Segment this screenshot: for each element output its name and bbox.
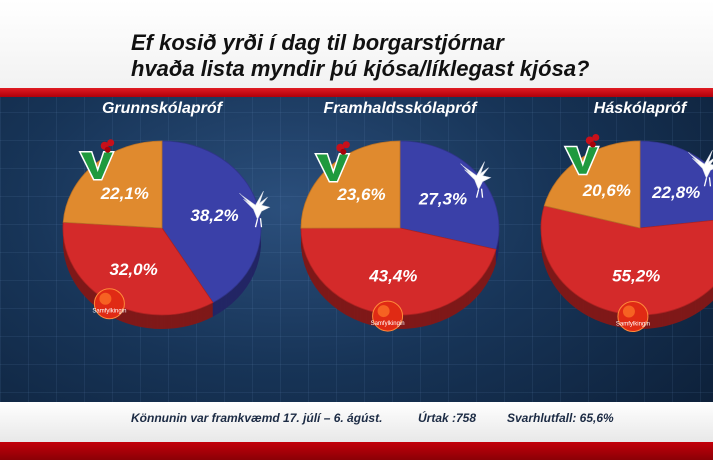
title-red-rule — [0, 88, 713, 97]
slice-label: 38,2% — [190, 206, 238, 225]
falcon-icon — [688, 150, 713, 187]
pie-chart-3: Háskólapróf 22,8% 55,2% 20,6% Samfylkingin — [540, 100, 713, 333]
footer-survey-dates: Könnunin var framkvæmd 17. júlí – 6. ágú… — [131, 411, 383, 425]
slice-label: 27,3% — [418, 190, 467, 209]
pie-chart-2: Framhaldsskólapróf 27,3% 43,4% 23,6% Samfylk… — [300, 100, 500, 332]
samfylkingin-logo-text: Samfylkingin — [616, 322, 650, 328]
pie-title: Grunnskólapróf — [102, 100, 224, 117]
slice-label: 22,8% — [651, 183, 700, 202]
title-line-2: hvaða lista myndir þú kjósa/líklegast kj… — [131, 56, 590, 81]
slice-label: 20,6% — [582, 181, 631, 200]
falcon-icon — [239, 191, 271, 228]
footer-red-bar — [0, 442, 713, 460]
samfylkingin-rose-logo: Samfylkingin — [92, 288, 126, 320]
footer-sample-size: Úrtak :758 — [418, 411, 477, 425]
pie-chart-1: Grunnskólapróf 38,2% 32,0% 22,1% Samfylkingi… — [62, 100, 271, 330]
title-line-1: Ef kosið yrði í dag til borgarstjórnar — [131, 30, 504, 55]
samfylkingin-logo-text: Samfylkingin — [371, 321, 405, 327]
slice-label: 32,0% — [109, 260, 157, 279]
samfylkingin-rose-logo: Samfylkingin — [371, 300, 405, 332]
slice-label: 43,4% — [368, 267, 417, 286]
v-rose-logo — [78, 139, 115, 181]
samfylkingin-rose-logo: Samfylkingin — [616, 301, 650, 333]
samfylkingin-logo-text: Samfylkingin — [92, 309, 126, 315]
slice-label: 55,2% — [612, 267, 660, 286]
pie-title: Háskólapróf — [594, 100, 688, 117]
v-rose-logo — [314, 141, 351, 183]
pie-title: Framhaldsskólapróf — [324, 100, 479, 117]
slice-label: 23,6% — [336, 185, 385, 204]
falcon-icon — [460, 161, 492, 198]
footer-response-rate: Svarhlutfall: 65,6% — [507, 411, 614, 425]
title-band — [0, 0, 713, 88]
slice-label: 22,1% — [100, 184, 149, 203]
page-title: Ef kosið yrði í dag til borgarstjórnar h… — [131, 30, 590, 82]
v-rose-logo — [563, 133, 600, 176]
footer-band — [0, 402, 713, 442]
